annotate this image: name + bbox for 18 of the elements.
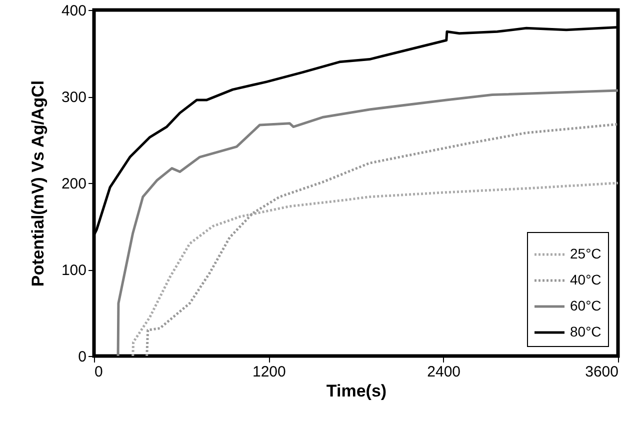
line-series xyxy=(116,89,620,358)
legend-label: 80°C xyxy=(570,324,602,340)
legend-label: 25°C xyxy=(570,246,602,262)
legend-label: 40°C xyxy=(570,272,602,288)
x-tick-label: 3600 xyxy=(585,364,618,380)
y-tick-label: 300 xyxy=(61,89,86,106)
x-tick-label: 1200 xyxy=(252,364,286,380)
legend-label: 60°C xyxy=(570,298,602,314)
line-series xyxy=(146,122,620,358)
y-tick-label: 0 xyxy=(78,348,86,366)
x-tick-label: 2400 xyxy=(427,364,461,380)
x-tick-label: 0 xyxy=(94,364,103,380)
line-series xyxy=(132,182,620,358)
y-tick-label: 400 xyxy=(61,2,86,20)
y-tick-label: 100 xyxy=(61,262,86,279)
y-axis-title: Potential(mV) Vs Ag/AgCl xyxy=(28,80,48,287)
y-tick-label: 200 xyxy=(61,176,86,192)
x-axis-title: Time(s) xyxy=(326,382,387,400)
